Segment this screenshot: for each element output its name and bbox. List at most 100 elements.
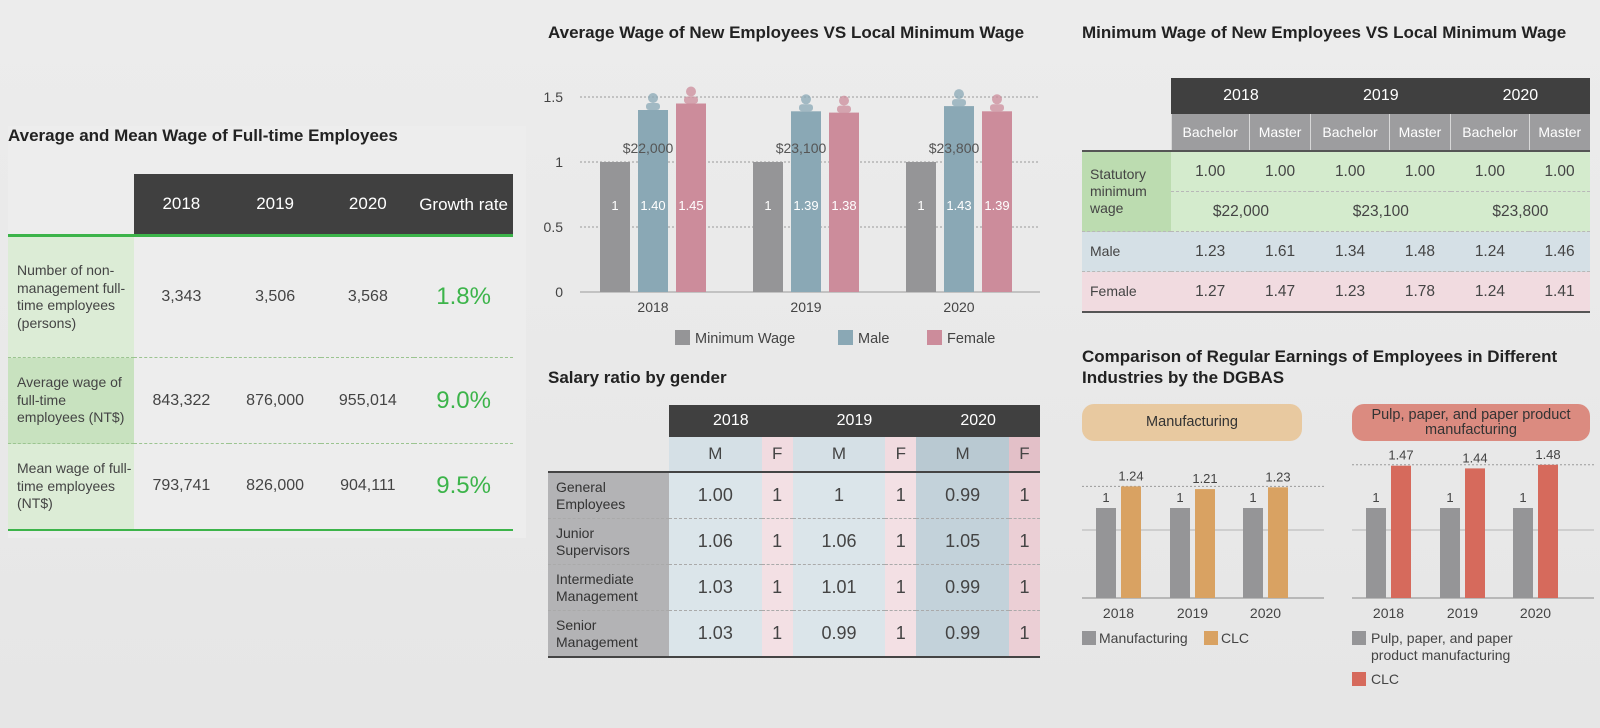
person-icon [646,103,660,110]
table-cell: 1.00 [1450,151,1530,192]
header-blank [1082,78,1171,114]
x-tick-label: 2020 [1520,605,1551,621]
year-header: 2019 [792,405,917,437]
bar-baseline [1440,508,1460,598]
header-blank [548,405,669,437]
table-cell: 955,014 [321,357,415,444]
table-row: Female 1.27 1.47 1.23 1.78 1.24 1.41 [1082,271,1590,313]
table-cell: 1.01 [792,564,886,611]
table-cell: 826,000 [228,443,322,531]
row-label: Number of non-management full-time emplo… [8,235,134,358]
person-icon [992,94,1002,105]
pulp-chart: 1 1.47 2018 1 1.44 2019 1 1.48 2020 Pulp, paper, … [1352,447,1594,687]
table-cell: 843,322 [133,357,229,444]
table-cell: 1.24 [1450,231,1530,272]
year-header: 2018 [1171,78,1311,114]
male-header: M [792,437,886,473]
y-tick-label: 0.5 [544,219,564,235]
bar-baseline [1096,508,1116,598]
header-blank [8,174,134,237]
data-label: 1 [1519,490,1526,505]
table-cell: 1 [885,610,917,658]
table-cell: 1.48 [1389,231,1451,272]
table-cell: 1.00 [1310,151,1390,192]
col-header: Growth rate [414,174,513,237]
legend-label: CLC [1371,671,1399,687]
row-label: General Employees [548,472,669,519]
table-cell: 793,741 [133,443,229,531]
degree-header: Bachelor [1450,114,1530,152]
table-cell: 0.99 [916,472,1009,519]
data-label: 1.39 [793,198,818,213]
col-header: 2019 [228,174,322,237]
table-cell: 1 [885,518,917,565]
table-cell: 1.00 [1389,151,1451,192]
table-cell: 1.05 [916,518,1009,565]
legend-swatch [1082,631,1096,645]
data-label: 1.39 [984,198,1009,213]
person-icon [952,99,966,107]
person-icon [954,89,964,100]
section-title: Minimum Wage of New Employees VS Local M… [1082,23,1567,42]
table-cell: 1.27 [1171,271,1250,313]
row-label: Female [1082,271,1171,313]
table-row: Junior Supervisors 1.06 1 1.06 1 1.05 1 [548,518,1040,565]
table-cell: 1.23 [1171,231,1250,272]
table-cell: 0.99 [792,610,886,658]
legend-swatch [838,330,853,345]
data-label: 1.48 [1535,447,1560,462]
legend-label: Minimum Wage [695,331,795,347]
female-header: F [885,437,917,473]
bar-minimum-wage [753,162,783,292]
table-cell: 876,000 [228,357,322,444]
x-tick-label: 2019 [1447,605,1478,621]
x-tick-label: 2018 [1103,605,1134,621]
data-label: 1 [917,198,924,213]
data-label: 1 [1446,490,1453,505]
table-cell: 1.06 [792,518,886,565]
y-tick-label: 1.5 [544,89,564,105]
table-cell: 1.06 [669,518,762,565]
bar-minimum-wage [906,162,936,292]
person-icon [839,95,849,106]
data-label: 1 [1176,490,1183,505]
row-label: Male [1082,231,1171,272]
gender-ratio-table: 2018 2019 2020 M F M F M F General Emplo… [548,405,1040,658]
table-cell: 1.03 [669,610,762,658]
legend-swatch [675,330,690,345]
new-employee-wage-chart: 0 0.5 1 1.5 1 1.40 1.45 $22,000 2018 1 1.39 1.38 $23… [544,86,1040,347]
degree-header: Master [1528,114,1590,152]
y-tick-label: 0 [555,284,563,300]
male-header: M [669,437,762,473]
bar-female [676,103,706,292]
wage-annotation: $22,000 [623,140,674,156]
person-icon [648,93,658,103]
wage-summary-table: 2018 2019 2020 Growth rate Number of non… [8,174,513,531]
female-header: F [1008,437,1040,473]
row-label: Average wage of full-time employees (NT$… [8,357,134,444]
data-label: 1.43 [946,198,971,213]
degree-header: Bachelor [1170,114,1250,152]
data-label: 1.24 [1118,468,1143,483]
legend-label: Female [947,331,995,347]
female-header: F [761,437,793,473]
table-cell: $22,000 [1171,191,1311,232]
bar-baseline [1170,508,1190,598]
growth-rate: 1.8% [414,235,513,358]
table-cell: 1 [1008,564,1040,611]
bar-baseline [1513,508,1533,598]
row-label: Intermediate Management [548,564,669,611]
bar-male [638,110,668,292]
col-header: 2018 [133,174,229,237]
table-cell: 0.99 [916,564,1009,611]
degree-header: Master [1248,114,1311,152]
legend-swatch [1204,631,1218,645]
degree-header: Bachelor [1310,114,1390,152]
legend-label: Male [858,331,889,347]
table-cell: 1.23 [1310,271,1390,313]
data-label: 1 [1372,490,1379,505]
legend-swatch [1352,672,1366,686]
person-icon [801,94,811,105]
growth-rate: 9.0% [414,357,513,444]
bar-female [829,112,859,292]
